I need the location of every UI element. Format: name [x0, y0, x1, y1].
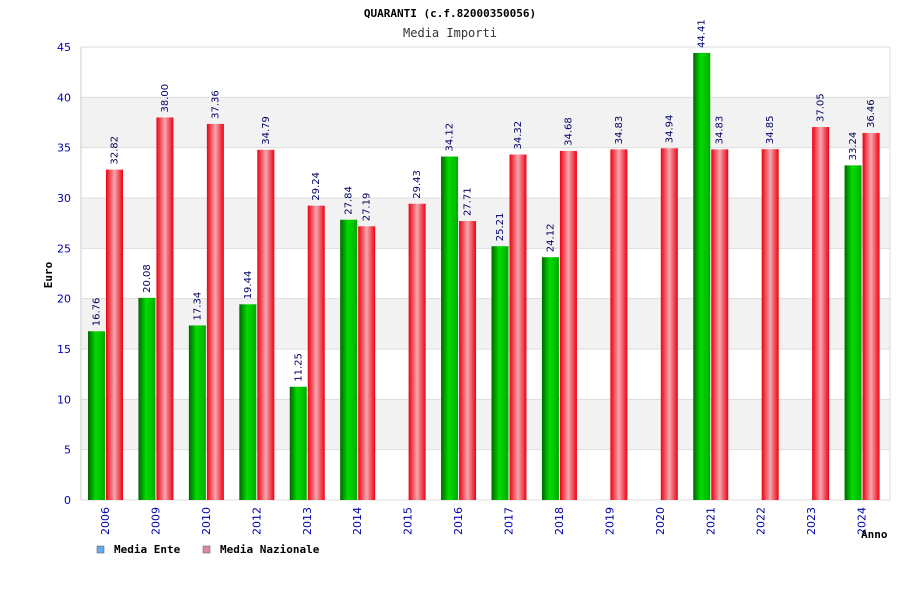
- x-tick-label-2019: 2019: [603, 507, 616, 535]
- x-tick-label-2018: 2018: [553, 507, 566, 535]
- legend-label-media-nazionale: Media Nazionale: [220, 543, 320, 556]
- x-tick-label-2012: 2012: [250, 507, 263, 535]
- legend-swatch-media-nazionale: [202, 545, 211, 554]
- x-tick-label-2020: 2020: [654, 507, 667, 535]
- y-tick-label: 5: [64, 444, 71, 457]
- data-label-media-nazionale-2021: 34.83: [715, 116, 726, 145]
- y-axis-label: Euro: [42, 261, 55, 288]
- x-tick-label-2024: 2024: [856, 507, 869, 535]
- data-label-media-nazionale-2015: 29.43: [412, 170, 423, 199]
- bar-media-nazionale-2023: [812, 127, 830, 500]
- data-label-media-nazionale-2018: 34.68: [563, 117, 574, 146]
- data-label-media-ente-2021: 44.41: [697, 19, 708, 48]
- bar-media-ente-2021: [693, 52, 711, 501]
- bar-media-ente-2024: [844, 165, 862, 500]
- y-tick-label: 10: [57, 393, 71, 406]
- bar-media-nazionale-2015: [408, 203, 426, 500]
- data-label-media-nazionale-2012: 34.79: [261, 116, 272, 145]
- data-label-media-nazionale-2022: 34.85: [765, 116, 776, 145]
- chart-title: QUARANTI (c.f.82000350056): [364, 7, 536, 20]
- bar-media-ente-2012: [239, 304, 257, 500]
- x-tick-label-2016: 2016: [452, 507, 465, 535]
- bar-media-nazionale-2006: [106, 169, 123, 500]
- data-label-media-nazionale-2014: 27.19: [362, 193, 373, 222]
- bar-media-nazionale-2010: [206, 123, 224, 500]
- x-tick-label-2021: 2021: [704, 507, 717, 535]
- x-tick-label-2013: 2013: [301, 507, 314, 535]
- bar-media-ente-2017: [491, 246, 509, 500]
- bar-media-nazionale-2012: [257, 149, 275, 500]
- x-tick-label-2017: 2017: [503, 507, 516, 535]
- x-tick-label-2010: 2010: [200, 507, 213, 535]
- bar-media-nazionale-2009: [156, 117, 174, 500]
- data-label-media-ente-2024: 33.24: [848, 132, 859, 161]
- x-tick-label-2015: 2015: [402, 507, 415, 535]
- data-label-media-ente-2006: 16.76: [92, 298, 103, 327]
- data-label-media-ente-2016: 34.12: [445, 123, 456, 152]
- bar-media-ente-2018: [541, 257, 559, 500]
- data-label-media-ente-2014: 27.84: [344, 186, 355, 215]
- data-label-media-ente-2012: 19.44: [243, 271, 254, 300]
- data-label-media-nazionale-2019: 34.83: [614, 116, 625, 145]
- bar-media-ente-2006: [88, 331, 105, 500]
- x-tick-label-2006: 2006: [99, 507, 112, 535]
- y-tick-label: 15: [57, 343, 71, 356]
- legend: Media Ente Media Nazionale: [96, 543, 320, 556]
- y-axis-ticks: 0 5 10 15 20 25 30 35 40 45: [57, 41, 71, 507]
- bar-media-nazionale-2020: [660, 148, 678, 500]
- bar-media-nazionale-2017: [509, 154, 527, 500]
- y-tick-label: 30: [57, 192, 71, 205]
- chart-subtitle: Media Importi: [403, 26, 497, 40]
- bar-media-nazionale-2018: [559, 150, 577, 500]
- bar-media-nazionale-2013: [307, 205, 325, 500]
- data-label-media-nazionale-2016: 27.71: [463, 187, 474, 216]
- x-tick-label-2009: 2009: [149, 507, 162, 535]
- x-axis-ticks: 2006 2009 2010 2012 2013 2014 2015 2016 2017 2018…: [99, 507, 869, 535]
- bar-media-nazionale-2021: [711, 149, 729, 501]
- bar-media-ente-2014: [340, 219, 358, 500]
- data-label-media-ente-2013: 11.25: [293, 353, 304, 382]
- data-label-media-nazionale-2023: 37.05: [816, 93, 827, 122]
- y-tick-label: 40: [57, 91, 71, 104]
- data-label-media-nazionale-2017: 34.32: [513, 121, 524, 150]
- x-tick-label-2023: 2023: [805, 507, 818, 535]
- y-tick-label: 45: [57, 41, 71, 54]
- bar-media-nazionale-2024: [862, 132, 880, 500]
- bar-media-nazionale-2016: [459, 221, 477, 500]
- x-tick-label-2022: 2022: [755, 507, 768, 535]
- data-label-media-ente-2018: 24.12: [545, 224, 556, 253]
- data-label-media-ente-2009: 20.08: [142, 264, 153, 293]
- data-label-media-nazionale-2006: 32.82: [110, 136, 121, 165]
- data-label-media-ente-2010: 17.34: [192, 292, 203, 321]
- data-labels: 16.76 32.82 20.08 38.00 17.34 37.36 19.44 34.79…: [92, 19, 878, 381]
- bar-media-nazionale-2014: [358, 226, 376, 500]
- bar-media-nazionale-2022: [761, 149, 779, 500]
- x-tick-label-2014: 2014: [351, 507, 364, 535]
- bar-media-ente-2009: [138, 297, 156, 500]
- data-label-media-nazionale-2024: 36.46: [866, 99, 877, 128]
- data-label-media-nazionale-2010: 37.36: [210, 90, 221, 119]
- bar-media-nazionale-2019: [610, 149, 628, 501]
- bars: [88, 52, 880, 501]
- data-label-media-nazionale-2013: 29.24: [311, 172, 322, 201]
- bar-media-ente-2013: [289, 386, 307, 500]
- y-tick-label: 25: [57, 242, 71, 255]
- data-label-media-nazionale-2020: 34.94: [664, 115, 675, 144]
- legend-swatch-media-ente: [96, 545, 105, 554]
- y-tick-label: 35: [57, 142, 71, 155]
- bar-media-ente-2016: [441, 156, 459, 500]
- y-tick-label: 20: [57, 293, 71, 306]
- legend-label-media-ente: Media Ente: [114, 543, 181, 556]
- x-axis-label: Anno: [861, 528, 888, 541]
- y-tick-label: 0: [64, 494, 71, 507]
- data-label-media-ente-2017: 25.21: [495, 213, 506, 242]
- bar-media-ente-2010: [188, 325, 206, 500]
- data-label-media-nazionale-2009: 38.00: [160, 84, 171, 113]
